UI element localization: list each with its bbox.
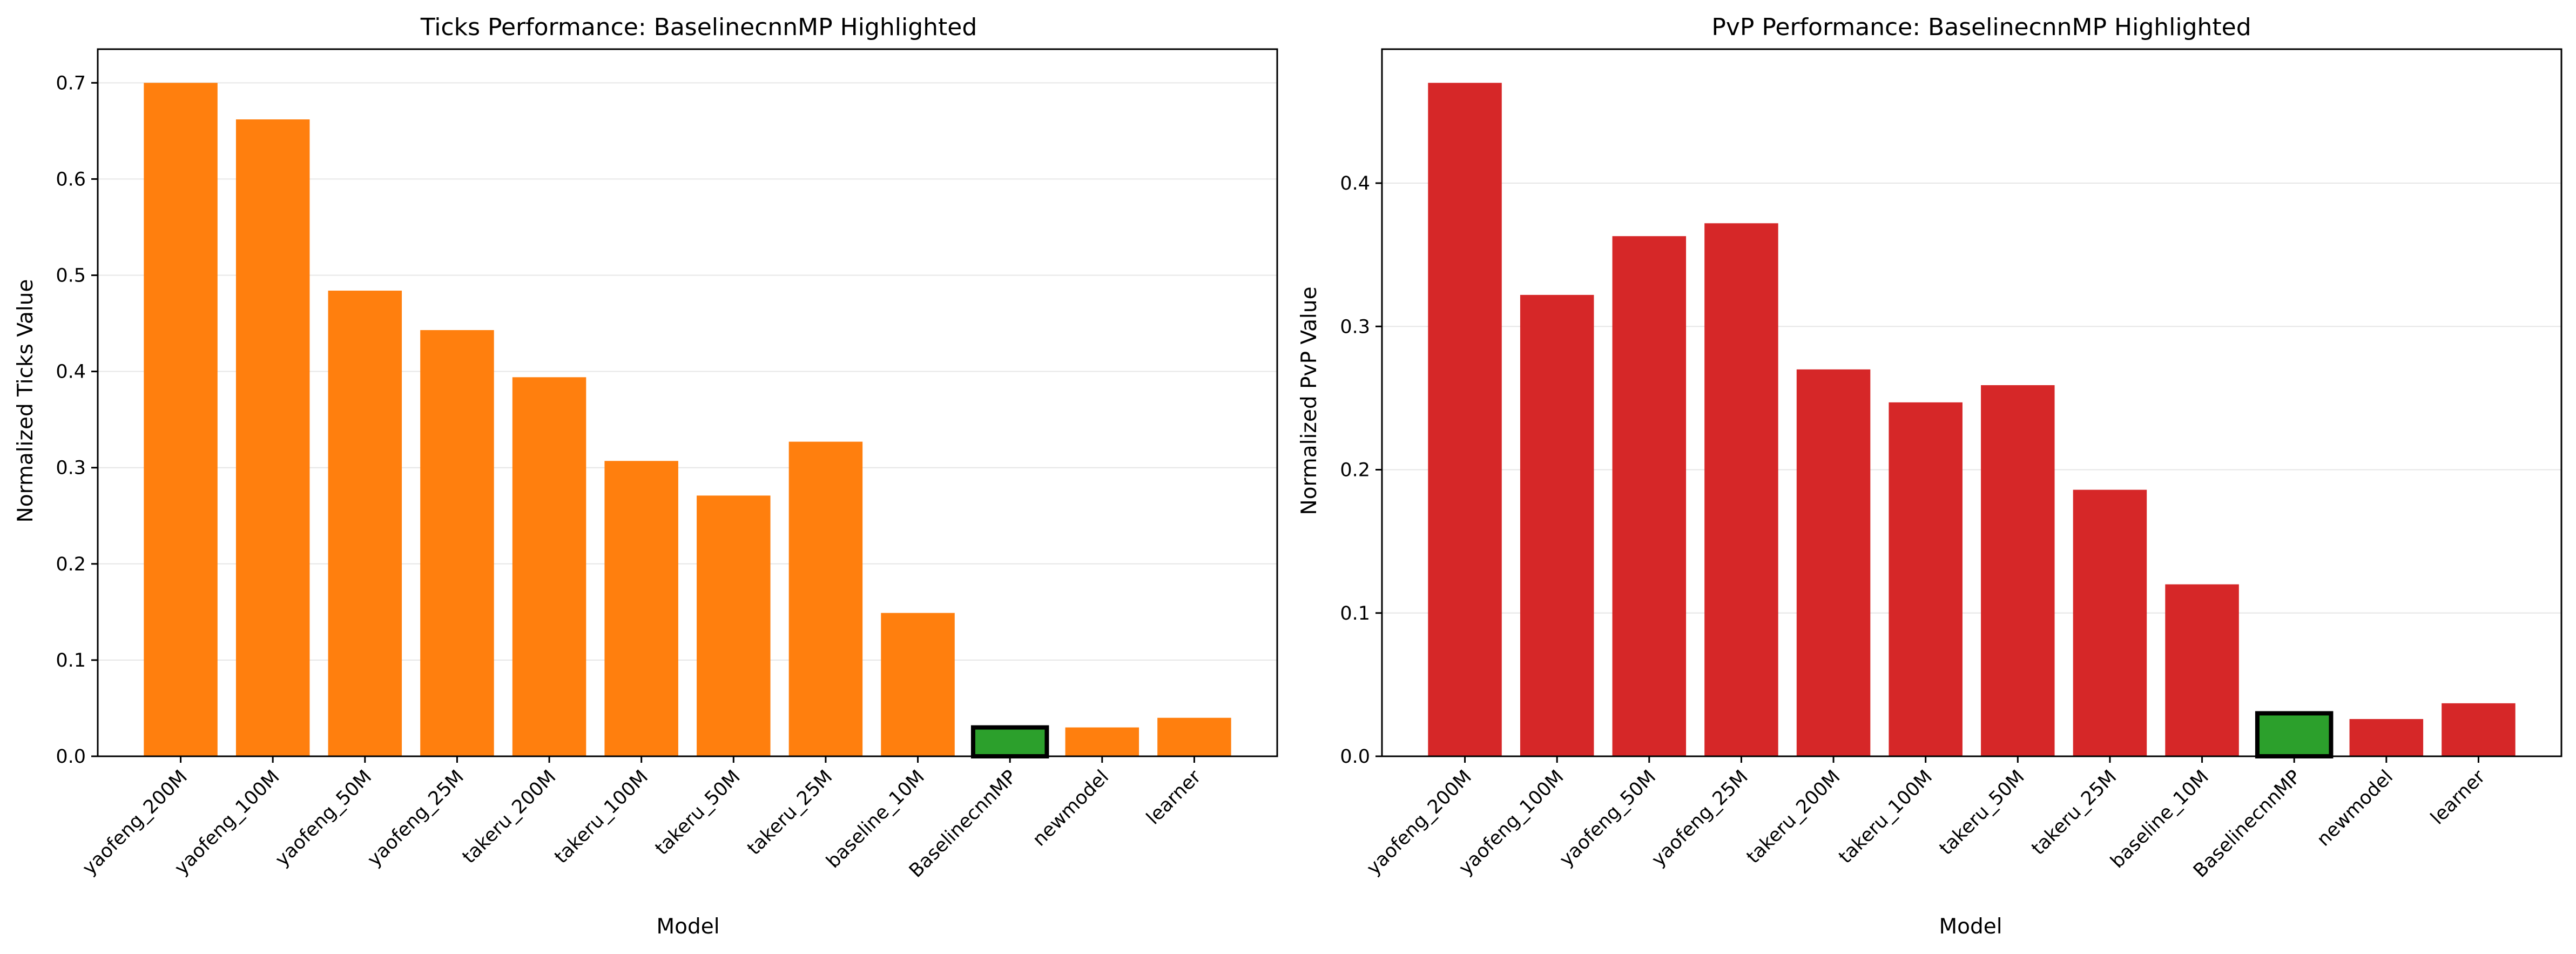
ticks-chart-y-tick-label: 0.3	[56, 458, 86, 479]
pvp-chart-bar-yaofeng-200m	[1428, 83, 1502, 756]
ticks-chart-y-tick-label: 0.2	[56, 554, 86, 575]
ticks-chart-bar-takeru-25m	[788, 441, 863, 756]
pvp-chart-bar-newmodel	[2349, 719, 2424, 756]
ticks-chart-y-tick-label: 0.7	[56, 72, 86, 94]
pvp-chart-y-tick-label: 0.0	[1340, 746, 1370, 768]
pvp-chart-bar-yaofeng-50m	[1612, 236, 1687, 756]
ticks-chart-bar-yaofeng-100m	[235, 119, 310, 756]
ticks-chart-bar-takeru-50m	[697, 495, 771, 756]
ticks-chart-y-tick-label: 0.4	[56, 361, 86, 383]
pvp-chart-bar-takeru-200m	[1796, 369, 1871, 756]
ticks-chart-bar-yaofeng-25m	[420, 330, 494, 756]
pvp-chart-bar-takeru-100m	[1889, 402, 1963, 756]
ticks-chart-bar-learner	[1157, 717, 1231, 756]
pvp-chart-y-tick-label: 0.3	[1340, 316, 1370, 338]
ticks-chart-y-axis-label: Normalized Ticks Value	[14, 279, 38, 523]
pvp-chart-bar-learner	[2442, 703, 2516, 756]
pvp-chart-x-axis-label: Model	[1939, 915, 2002, 939]
pvp-chart-bar-yaofeng-25m	[1704, 223, 1778, 756]
ticks-chart-bar-baseline-10m	[881, 613, 955, 756]
ticks-chart-bar-baselinecnnmp	[970, 725, 1049, 758]
ticks-chart-bar-takeru-200m	[512, 377, 586, 756]
ticks-chart-bar-yaofeng-50m	[328, 291, 402, 756]
pvp-chart-y-tick-label: 0.1	[1340, 603, 1370, 624]
ticks-chart-bar-newmodel	[1065, 727, 1139, 756]
ticks-chart-title: Ticks Performance: BaselinecnnMP Highlig…	[420, 14, 977, 41]
pvp-chart-y-tick-label: 0.2	[1340, 460, 1370, 481]
pvp-chart-bar-takeru-25m	[2073, 489, 2147, 756]
ticks-chart: Ticks Performance: BaselinecnnMP Highlig…	[14, 14, 1278, 939]
ticks-chart-axes-frame	[97, 48, 1278, 757]
ticks-chart-bar-yaofeng-200m	[144, 83, 218, 756]
pvp-chart-axes-frame	[1381, 48, 2562, 757]
pvp-chart-bar-takeru-50m	[1981, 385, 2055, 756]
ticks-chart-y-tick-label: 0.0	[56, 746, 86, 768]
pvp-chart-bars	[1428, 83, 2516, 759]
pvp-chart-bar-baselinecnnmp	[2255, 711, 2334, 759]
pvp-chart-y-axis-label: Normalized PvP Value	[1297, 286, 1321, 515]
pvp-chart-title: PvP Performance: BaselinecnnMP Highlight…	[1711, 14, 2251, 41]
ticks-chart-bars	[144, 83, 1231, 758]
pvp-chart-bar-yaofeng-100m	[1520, 294, 1594, 756]
ticks-chart-y-tick-label: 0.5	[56, 265, 86, 287]
pvp-chart-y-tick-label: 0.4	[1340, 173, 1370, 194]
pvp-chart-bar-baseline-10m	[2165, 584, 2239, 756]
ticks-chart-x-axis-label: Model	[656, 915, 719, 939]
ticks-chart-y-tick-label: 0.1	[56, 650, 86, 671]
ticks-chart-bar-takeru-100m	[604, 461, 678, 756]
ticks-chart-y-tick-label: 0.6	[56, 169, 86, 190]
